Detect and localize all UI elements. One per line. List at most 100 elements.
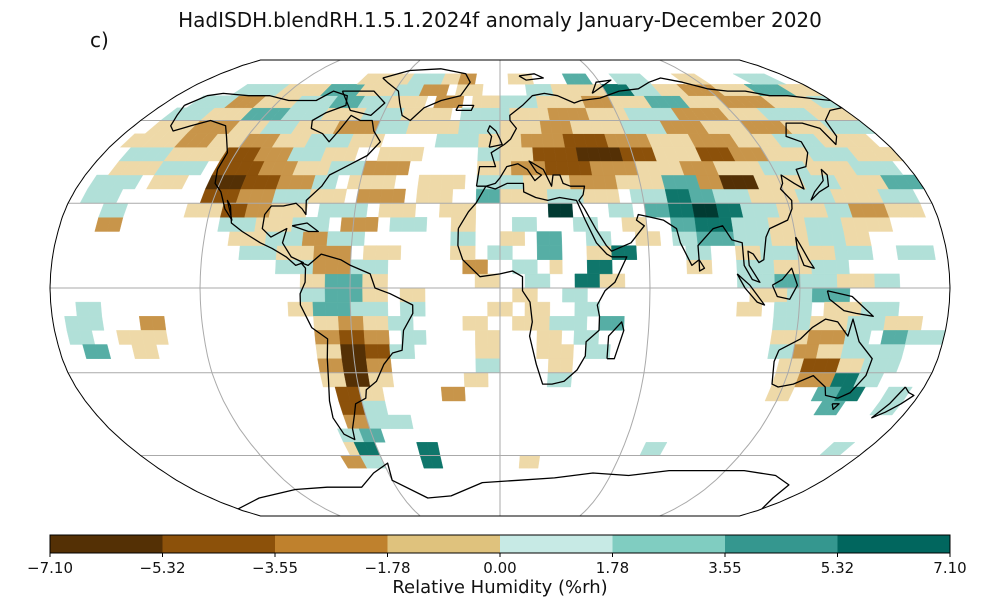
anomaly-cell	[275, 259, 289, 275]
anomaly-cell	[548, 231, 563, 246]
anomaly-cell	[586, 259, 601, 275]
anomaly-cell	[337, 316, 352, 331]
anomaly-cell	[440, 174, 455, 190]
anomaly-cell	[452, 386, 466, 402]
tasmania-coastline	[831, 403, 840, 411]
anomaly-cell	[769, 330, 785, 345]
anomaly-cell	[489, 107, 501, 121]
anomaly-cell	[362, 316, 377, 331]
anomaly-cell	[619, 202, 635, 218]
anomaly-cell	[512, 316, 526, 331]
anomaly-cell	[490, 95, 501, 109]
anomaly-cell	[736, 301, 750, 317]
anomaly-cell	[580, 174, 595, 190]
anomaly-cell	[634, 231, 649, 246]
anomaly-cell	[694, 217, 709, 232]
anomaly-cell	[708, 231, 724, 246]
anomaly-cell	[499, 245, 513, 260]
anomaly-cell	[313, 245, 328, 260]
anomaly-cell	[338, 231, 353, 246]
anomaly-cell	[836, 273, 851, 289]
anomaly-cell	[523, 73, 534, 85]
anomaly-cell	[487, 344, 501, 359]
anomaly-cell	[266, 217, 282, 232]
anomaly-cell	[412, 301, 426, 317]
anomaly-cell	[511, 188, 525, 204]
anomaly-cell	[555, 160, 570, 176]
anomaly-cell	[456, 133, 469, 148]
anomaly-cell	[823, 259, 838, 275]
anomaly-cell	[784, 245, 799, 260]
colorbar-swatch	[500, 535, 613, 553]
colorbar-tick-label: −7.10	[27, 559, 73, 577]
anomaly-cell	[475, 372, 489, 388]
anomaly-cell	[574, 316, 588, 331]
anomaly-cell	[349, 287, 363, 303]
anomaly-cell	[885, 301, 900, 317]
anomaly-cell	[317, 358, 333, 373]
anomaly-cell	[858, 245, 874, 260]
anomaly-cell	[594, 188, 609, 204]
anomaly-cell	[329, 358, 345, 373]
anomaly-cell	[451, 202, 465, 218]
anomaly-cell	[338, 330, 353, 345]
anomaly-cell	[607, 202, 622, 218]
anomaly-cell	[521, 146, 534, 162]
anomaly-cell	[447, 120, 461, 134]
cuba-coastline	[291, 222, 319, 233]
anomaly-cell	[474, 316, 488, 331]
anomaly-cell	[138, 316, 154, 331]
anomaly-cell	[475, 330, 488, 345]
south-america-coastline	[299, 253, 414, 441]
anomaly-cell	[499, 95, 510, 109]
meridian-line	[349, 60, 421, 516]
anomaly-cell	[472, 84, 484, 96]
anomaly-cell	[488, 146, 501, 162]
anomaly-cell	[487, 358, 501, 373]
anomaly-cell	[379, 188, 395, 204]
anomaly-cell	[697, 245, 712, 260]
anomaly-cell	[587, 273, 601, 289]
anomaly-cell	[597, 344, 611, 359]
anomaly-cell	[351, 231, 366, 246]
anomaly-cell	[612, 273, 626, 289]
anomaly-cell	[410, 146, 425, 162]
anomaly-cell	[474, 259, 488, 275]
anomaly-cell	[462, 231, 476, 246]
anomaly-cell	[299, 273, 314, 289]
anomaly-cell	[524, 287, 538, 303]
anomaly-cell	[748, 301, 763, 317]
coastlines	[170, 68, 915, 510]
anomaly-cell	[238, 245, 253, 260]
anomaly-cell	[326, 231, 341, 246]
anomaly-cell	[337, 301, 351, 317]
anomaly-cell	[871, 316, 886, 331]
anomaly-cell	[324, 259, 339, 275]
anomaly-cell	[143, 344, 160, 359]
anomaly-cell	[633, 217, 648, 232]
anomaly-cell	[769, 231, 785, 246]
anomaly-cell	[352, 217, 367, 232]
anomaly-cell	[772, 245, 787, 260]
anomaly-cell	[883, 316, 899, 331]
anomaly-cell	[475, 344, 489, 359]
anomaly-cell	[577, 73, 593, 85]
anomaly-cell	[558, 188, 573, 204]
anomaly-cell	[478, 133, 490, 148]
colorbar-tick-label: 1.78	[596, 559, 629, 577]
anomaly-cell	[439, 188, 454, 204]
anomaly-cell	[510, 146, 523, 162]
colorbar-swatch	[162, 535, 276, 553]
novaya-zemlya-coastline	[591, 79, 612, 94]
anomaly-cell	[326, 330, 341, 345]
anomaly-cell	[376, 330, 390, 345]
anomaly-cell	[349, 301, 364, 317]
anomaly-cell	[536, 245, 551, 260]
anomaly-cell	[94, 344, 112, 359]
anomaly-cell	[487, 301, 501, 317]
anomaly-cell	[759, 245, 774, 260]
anomaly-cell	[796, 316, 812, 331]
greenland-coastline	[382, 68, 471, 122]
anomaly-cell	[756, 73, 787, 85]
